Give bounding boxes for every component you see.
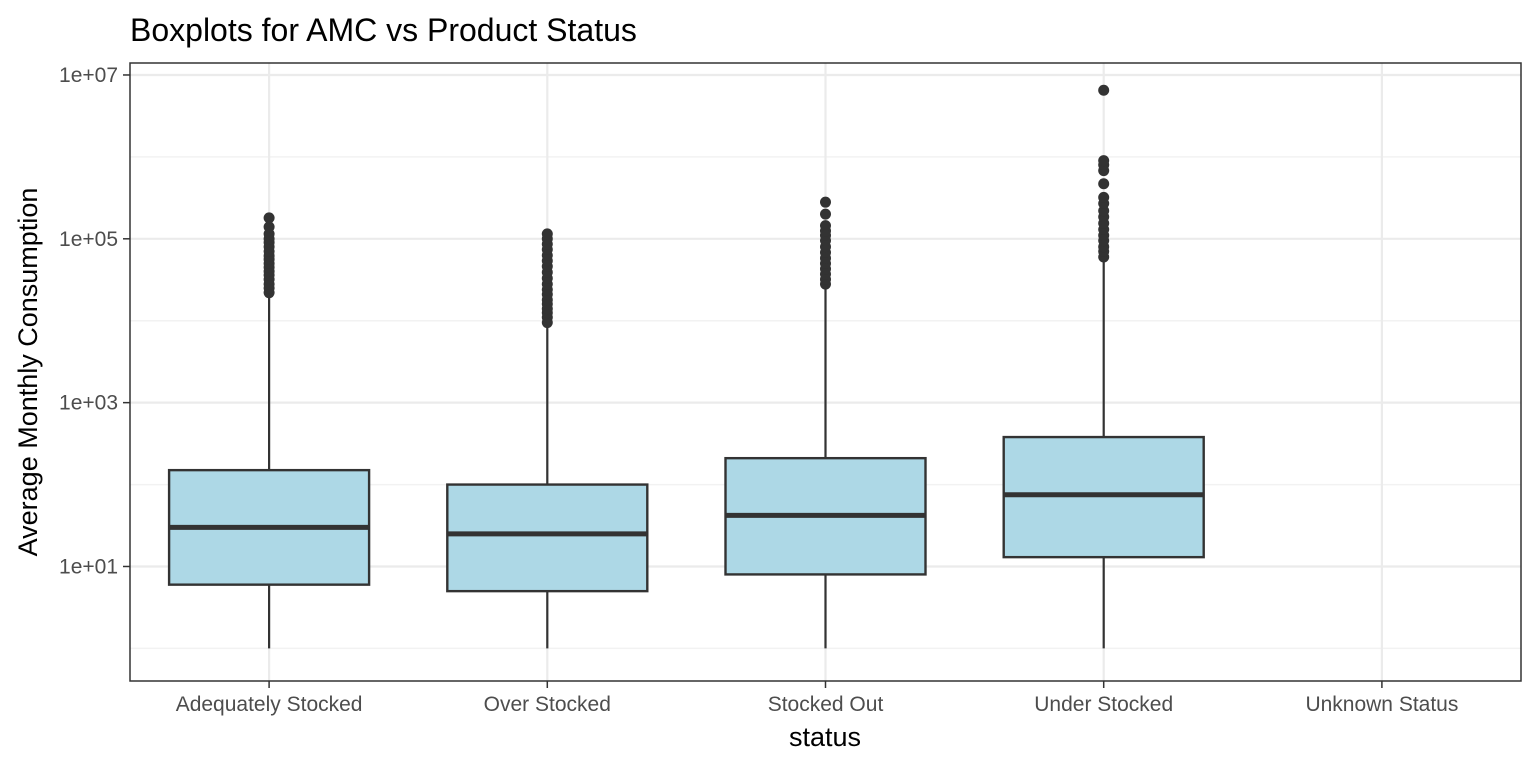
box-iqr: [446, 483, 649, 593]
outlier-point: [820, 208, 831, 220]
outlier-point: [1098, 84, 1110, 96]
outlier-point: [263, 221, 275, 233]
x-tick-label: Stocked Out: [768, 693, 884, 716]
y-axis-title: Average Monthly Consumption: [13, 188, 43, 557]
y-tick-label: 1e+03: [59, 392, 118, 415]
x-axis-title: status: [789, 722, 861, 752]
plot-area: 1e+01 1e+03 1e+05 1e+07 Adequately Stocked Ov…: [59, 62, 1522, 716]
outlier-point: [1098, 155, 1110, 167]
outlier-point: [263, 212, 275, 224]
x-tick-label: Over Stocked: [484, 693, 611, 716]
outlier-point: [541, 228, 553, 240]
y-tick-label: 1e+07: [59, 64, 118, 87]
x-tick-label: Adequately Stocked: [176, 693, 363, 716]
x-tick-label: Under Stocked: [1034, 693, 1173, 716]
outlier-point: [820, 220, 831, 232]
y-tick-label: 1e+05: [59, 228, 118, 251]
x-tick-label: Unknown Status: [1305, 693, 1458, 716]
outlier-point: [1098, 178, 1110, 190]
y-tick-label: 1e+01: [59, 555, 118, 578]
outlier-point: [820, 196, 831, 208]
chart-title: Boxplots for AMC vs Product Status: [130, 12, 637, 48]
outlier-point: [1098, 191, 1110, 203]
